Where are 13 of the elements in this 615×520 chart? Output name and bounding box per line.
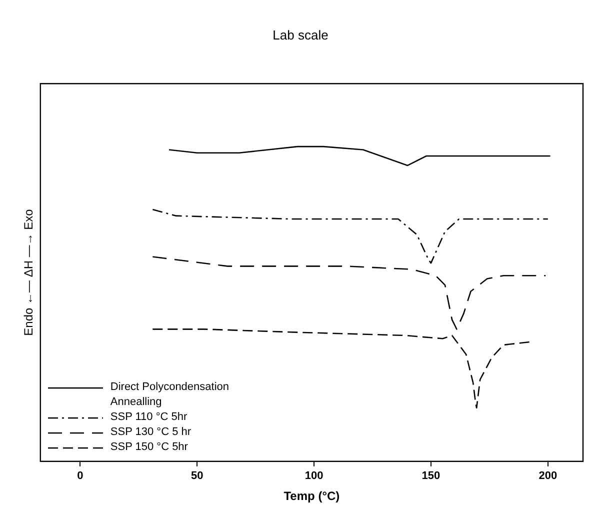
legend-label: SSP 130 °C 5 hr — [110, 425, 192, 440]
x-tick-label: 50 — [190, 470, 204, 482]
annotation: Annealling — [110, 395, 162, 410]
y-axis-title: Endo ←— ΔH —→ Exo — [22, 208, 36, 336]
x-tick-label: 150 — [422, 470, 440, 482]
legend-label: Direct Polycondensation — [110, 380, 230, 396]
x-tick-label: 0 — [77, 470, 84, 482]
x-axis-title: Temp (°C) — [284, 489, 340, 504]
x-tick-label: 200 — [538, 470, 558, 482]
legend-label: SSP 110 °C 5hr — [110, 410, 188, 426]
legend-label: SSP 150 °C 5hr — [110, 440, 188, 456]
chart-title: Lab scale — [272, 27, 328, 42]
x-tick-label: 100 — [304, 470, 324, 482]
